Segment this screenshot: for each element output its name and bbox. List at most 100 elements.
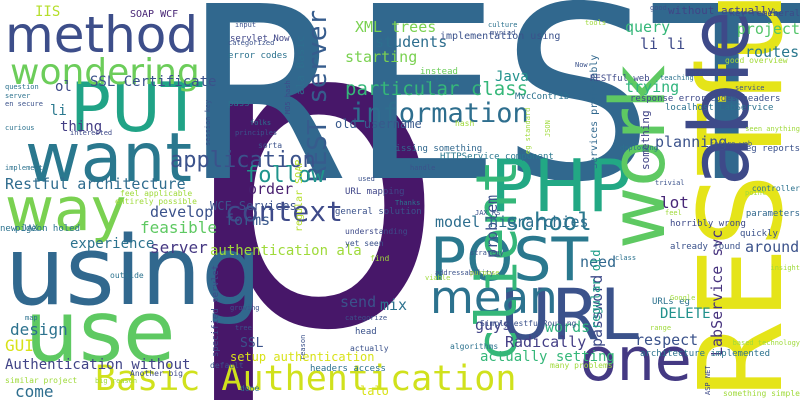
cloud-word: good	[650, 4, 667, 12]
cloud-word: implement	[5, 164, 43, 172]
cloud-word: pigeon holed	[15, 224, 81, 234]
cloud-word: eg reports	[745, 144, 800, 154]
cloud-word: tree	[235, 324, 252, 332]
cloud-word: new JAX	[0, 224, 38, 234]
cloud-word: regular SOAP	[294, 159, 305, 232]
cloud-word: seen anything	[745, 125, 800, 133]
cloud-word: codes headers	[710, 94, 781, 104]
cloud-word: hash	[455, 119, 475, 128]
cloud-word: using	[5, 217, 262, 327]
cloud-word: guys	[475, 316, 512, 334]
cloud-word: DELETE	[660, 306, 711, 322]
cloud-word: quickly	[740, 229, 778, 239]
cloud-word: JAX RS	[475, 209, 501, 217]
cloud-word: feel applicable	[120, 189, 193, 198]
cloud-word: server	[150, 238, 208, 257]
cloud-word: based technology	[732, 339, 800, 347]
cloud-word: trying	[625, 78, 680, 96]
cloud-word: use	[25, 283, 176, 382]
cloud-word: question	[5, 83, 39, 91]
cloud-word: words	[545, 318, 591, 336]
cloud-word: respect	[635, 331, 699, 349]
cloud-word: missing something	[390, 144, 483, 154]
cloud-word: localhost LabService	[665, 103, 774, 113]
cloud-word: application	[170, 148, 316, 173]
cloud-word: headers access	[310, 364, 386, 374]
cloud-word: XML trees	[355, 18, 437, 36]
cloud-word: Basic Authentication	[95, 359, 517, 399]
cloud-word: something	[639, 110, 652, 170]
cloud-word: default	[210, 361, 244, 370]
cloud-word: WCF Services	[210, 199, 297, 213]
cloud-word: ol	[55, 79, 72, 95]
cloud-word: Thanks	[395, 199, 421, 207]
cloud-word: forms	[225, 211, 271, 229]
cloud-word: SSL Certificate	[90, 74, 217, 90]
cloud-word: map	[25, 314, 38, 322]
cloud-word: way	[5, 175, 127, 245]
cloud-word: point	[745, 189, 767, 197]
cloud-word: REST	[182, 0, 800, 235]
cloud-word: actually setting	[480, 349, 615, 365]
cloud-word: old username	[335, 117, 422, 131]
cloud-word: regular old	[589, 249, 603, 329]
cloud-word: send	[340, 293, 377, 311]
cloud-word: starting	[345, 48, 418, 66]
cloud-word: Restful architecture	[5, 175, 186, 193]
cloud-word: li li	[640, 35, 686, 53]
cloud-word: feel	[665, 209, 682, 217]
cloud-word: growing	[230, 304, 260, 312]
cloud-word: servlet Now	[230, 34, 290, 44]
cloud-word: planning	[655, 133, 728, 151]
cloud-word: culture	[488, 21, 518, 29]
cloud-word: around	[745, 238, 800, 256]
cloud-word: actually	[350, 344, 389, 353]
cloud-word: tools	[585, 19, 607, 27]
cloud-word: addressability	[435, 269, 495, 277]
cloud-word: context	[225, 195, 344, 228]
cloud-word: follow	[245, 163, 325, 188]
cloud-word: Java	[495, 69, 529, 85]
cloud-word: wondering	[10, 52, 200, 93]
cloud-word: SOAP WCF	[130, 9, 179, 20]
cloud-word: ASP NET	[704, 365, 712, 395]
cloud-word: method	[5, 6, 199, 64]
cloud-word: understanding	[345, 227, 408, 236]
cloud-word: p	[175, 0, 448, 400]
cloud-word: design	[10, 320, 68, 339]
cloud-word: parameters	[745, 209, 800, 219]
cloud-word: yet seen	[345, 239, 384, 248]
cloud-word: query	[625, 18, 671, 36]
cloud-word: authentication ala	[210, 243, 362, 259]
cloud-word: secure web	[710, 140, 753, 148]
cloud-word: used	[358, 175, 375, 183]
cloud-word: interested	[70, 129, 113, 137]
cloud-word: setup authentication	[230, 350, 375, 364]
cloud-word: develop	[150, 203, 214, 221]
cloud-word: curious	[5, 124, 35, 132]
cloud-word: head	[355, 327, 377, 337]
cloud-word: school	[505, 208, 592, 236]
cloud-word: architecture implemented	[640, 349, 771, 359]
cloud-word: lalo	[360, 384, 389, 398]
cloud-word: done	[240, 384, 260, 393]
cloud-word: Google	[670, 294, 696, 302]
cloud-word: insight	[770, 264, 800, 272]
cloud-word: algorithms	[450, 342, 499, 351]
cloud-word: RESTful web	[590, 74, 650, 84]
cloud-word: pass	[228, 99, 250, 109]
cloud-word: URL	[500, 274, 639, 356]
cloud-word: ala Basic	[294, 35, 307, 95]
cloud-word: students	[375, 33, 448, 51]
cloud-word: li	[50, 103, 67, 119]
cloud-word: URL mapping	[345, 187, 405, 197]
cloud-word: want	[25, 119, 193, 198]
cloud-word: outside	[110, 271, 144, 280]
cloud-word: purpose	[470, 269, 500, 277]
cloud-word: already found	[670, 242, 741, 252]
cloud-word: experience	[70, 236, 155, 252]
cloud-word: PHP	[490, 144, 631, 228]
cloud-word: input	[235, 21, 257, 29]
cloud-word: general solution	[335, 207, 422, 217]
cloud-word: service	[735, 84, 765, 92]
